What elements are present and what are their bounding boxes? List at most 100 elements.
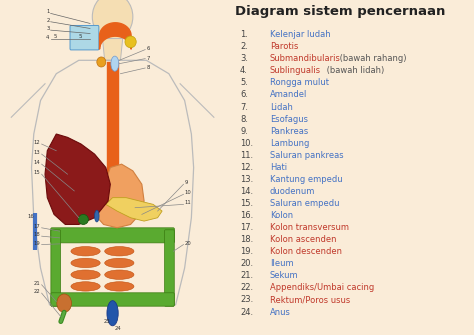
Text: 13: 13 (34, 150, 40, 155)
Polygon shape (106, 198, 162, 221)
Text: 16: 16 (27, 214, 34, 219)
Text: 10.: 10. (240, 139, 253, 148)
Text: 21: 21 (34, 281, 40, 286)
Text: 2: 2 (46, 18, 50, 23)
Text: Lidah: Lidah (270, 103, 293, 112)
Text: 9.: 9. (240, 127, 248, 136)
Text: 11.: 11. (240, 151, 253, 160)
Text: 21.: 21. (240, 271, 253, 280)
Text: 11: 11 (184, 200, 191, 205)
Text: Amandel: Amandel (270, 90, 307, 99)
Text: Kolon: Kolon (270, 211, 293, 220)
FancyBboxPatch shape (51, 230, 61, 306)
Polygon shape (85, 164, 144, 228)
Text: Kantung empedu: Kantung empedu (270, 175, 343, 184)
Text: 19: 19 (34, 241, 40, 246)
Ellipse shape (105, 282, 134, 291)
Text: 18: 18 (34, 232, 40, 237)
Text: 3: 3 (46, 26, 50, 31)
Ellipse shape (71, 293, 100, 303)
Text: 19.: 19. (240, 247, 253, 256)
Ellipse shape (57, 294, 72, 312)
Ellipse shape (111, 56, 119, 71)
Ellipse shape (107, 301, 118, 326)
Text: 3.: 3. (240, 54, 248, 63)
Text: Lambung: Lambung (270, 139, 310, 148)
Text: 7: 7 (146, 56, 150, 61)
Text: 6.: 6. (240, 90, 248, 99)
Text: 4: 4 (46, 35, 50, 40)
Text: 12: 12 (34, 140, 40, 145)
FancyBboxPatch shape (51, 228, 174, 243)
Polygon shape (102, 39, 123, 60)
Text: Pankreas: Pankreas (270, 127, 308, 136)
Text: 6: 6 (146, 46, 150, 51)
Ellipse shape (71, 282, 100, 291)
Text: Kolon transversum: Kolon transversum (270, 223, 349, 232)
Text: 5.: 5. (240, 78, 248, 87)
Text: 14: 14 (34, 160, 40, 165)
Text: 16.: 16. (240, 211, 253, 220)
Text: 17.: 17. (240, 223, 253, 232)
Ellipse shape (78, 214, 88, 224)
Text: duodenum: duodenum (270, 187, 315, 196)
Text: 23.: 23. (240, 295, 253, 305)
FancyBboxPatch shape (51, 293, 174, 306)
Text: Kolon descenden: Kolon descenden (270, 247, 342, 256)
Text: 5: 5 (54, 34, 57, 39)
Text: 12.: 12. (240, 163, 253, 172)
Text: Esofagus: Esofagus (270, 115, 308, 124)
Text: Saluran empedu: Saluran empedu (270, 199, 339, 208)
Text: Sekum: Sekum (270, 271, 299, 280)
Text: (bawah lidah): (bawah lidah) (324, 66, 384, 75)
Text: 15: 15 (34, 170, 40, 175)
FancyBboxPatch shape (164, 230, 174, 306)
Text: 5: 5 (79, 34, 82, 39)
Text: 24.: 24. (240, 308, 253, 317)
Text: 4.: 4. (240, 66, 248, 75)
Text: 8.: 8. (240, 115, 248, 124)
Text: Ileum: Ileum (270, 259, 293, 268)
Ellipse shape (105, 258, 134, 268)
Ellipse shape (94, 210, 99, 222)
Text: Rongga mulut: Rongga mulut (270, 78, 329, 87)
Text: 23: 23 (103, 319, 110, 324)
Text: 14.: 14. (240, 187, 253, 196)
Ellipse shape (105, 293, 134, 303)
Text: 1.: 1. (240, 30, 248, 39)
Ellipse shape (105, 247, 134, 256)
Ellipse shape (92, 0, 133, 40)
Text: 15.: 15. (240, 199, 253, 208)
Ellipse shape (71, 247, 100, 256)
Text: 13.: 13. (240, 175, 253, 184)
Text: 1: 1 (46, 9, 50, 14)
Text: 8: 8 (146, 65, 150, 70)
Text: Kolon ascenden: Kolon ascenden (270, 235, 337, 244)
Ellipse shape (71, 258, 100, 268)
Text: 2.: 2. (240, 42, 248, 51)
Text: 22: 22 (34, 289, 40, 294)
Text: 20: 20 (184, 241, 191, 246)
Text: 18.: 18. (240, 235, 253, 244)
Polygon shape (56, 228, 169, 233)
Text: 17: 17 (34, 224, 40, 229)
Text: Submandibularis: Submandibularis (270, 54, 341, 63)
Text: Diagram sistem pencernaan: Diagram sistem pencernaan (235, 5, 446, 18)
Text: Rektum/Poros usus: Rektum/Poros usus (270, 295, 350, 305)
Text: Sublingualis: Sublingualis (270, 66, 321, 75)
Ellipse shape (125, 36, 136, 48)
Text: Parotis: Parotis (270, 42, 298, 51)
Text: Appendiks/Umbai cacing: Appendiks/Umbai cacing (270, 283, 374, 292)
Text: 22.: 22. (240, 283, 253, 292)
Text: Saluran pankreas: Saluran pankreas (270, 151, 344, 160)
Ellipse shape (71, 270, 100, 279)
Text: 7.: 7. (240, 103, 248, 112)
Text: Anus: Anus (270, 308, 291, 317)
Text: (bawah rahang): (bawah rahang) (337, 54, 407, 63)
Text: 10: 10 (184, 190, 191, 195)
Text: 20.: 20. (240, 259, 253, 268)
Text: Hati: Hati (270, 163, 287, 172)
Text: 9: 9 (184, 180, 188, 185)
Ellipse shape (105, 270, 134, 279)
FancyBboxPatch shape (70, 25, 99, 50)
